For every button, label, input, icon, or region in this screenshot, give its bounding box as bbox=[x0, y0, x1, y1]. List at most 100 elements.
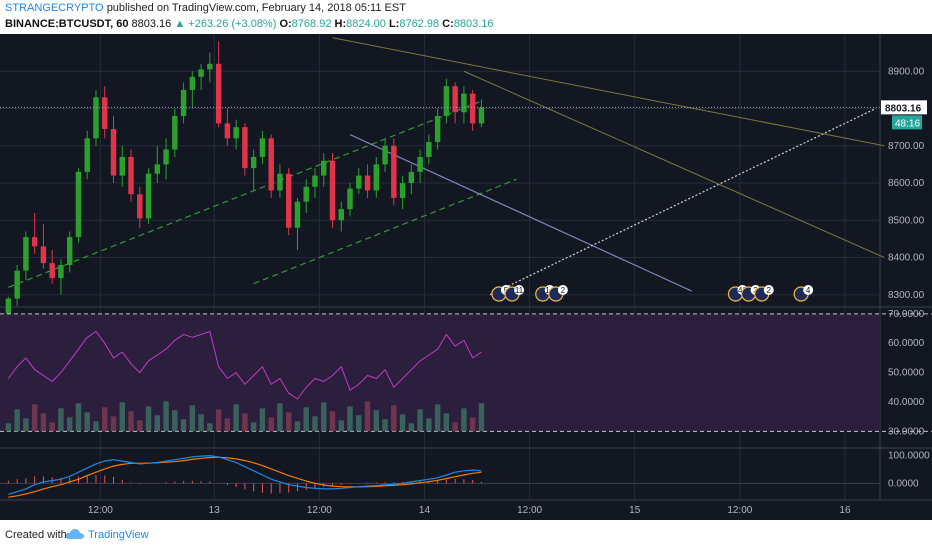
candle-body bbox=[207, 63, 213, 70]
time-tick-label: 12:00 bbox=[88, 505, 113, 516]
candle-body bbox=[338, 209, 344, 221]
symbol-label: BINANCE:BTCUSDT, 60 bbox=[5, 18, 129, 30]
candle-body bbox=[154, 164, 161, 174]
volume-bar bbox=[259, 408, 266, 432]
event-count-badge bbox=[557, 285, 568, 295]
last-price-label: 8803.16 bbox=[885, 103, 922, 114]
candle-body bbox=[391, 145, 397, 198]
volume-bar bbox=[250, 422, 257, 432]
event-count-label: 2 bbox=[561, 286, 566, 295]
rsi-tick-label: 50.0000 bbox=[888, 368, 925, 379]
volume-bar bbox=[294, 421, 301, 432]
time-tick-label: 15 bbox=[629, 505, 641, 516]
close-value: 8803.16 bbox=[453, 18, 494, 30]
volume-bar bbox=[268, 417, 274, 432]
tradingview-brand[interactable]: TradingView bbox=[88, 529, 149, 541]
candle-body bbox=[434, 115, 441, 143]
author-link[interactable]: STRANGECRYPTO bbox=[5, 2, 104, 14]
volume-bar bbox=[119, 402, 125, 432]
volume-bar bbox=[242, 413, 248, 432]
volume-bar bbox=[364, 401, 371, 432]
candle-body bbox=[303, 186, 309, 202]
volume-bar bbox=[426, 418, 432, 432]
volume-bar bbox=[31, 404, 38, 432]
volume-bar bbox=[233, 404, 239, 432]
high-label: H: bbox=[334, 18, 347, 30]
header: STRANGECRYPTO published on TradingView.c… bbox=[0, 0, 932, 34]
event-count-badge bbox=[763, 285, 774, 295]
volume-bar bbox=[329, 411, 336, 432]
candle-body bbox=[312, 175, 318, 187]
tradingview-cloud-icon bbox=[65, 529, 84, 539]
volume-bar bbox=[23, 418, 29, 432]
candle-body bbox=[399, 183, 406, 198]
candle-body bbox=[137, 194, 143, 219]
candle-body bbox=[259, 138, 266, 157]
volume-bar bbox=[163, 401, 169, 432]
volume-bar bbox=[469, 417, 476, 432]
candle-body bbox=[58, 265, 64, 279]
volume-bar bbox=[49, 422, 55, 432]
rsi-tick-label: 40.0000 bbox=[888, 397, 925, 408]
footer: Created with TradingView bbox=[0, 520, 932, 550]
candle-body bbox=[128, 156, 134, 195]
candle-body bbox=[66, 237, 73, 266]
open-label: O: bbox=[279, 18, 292, 30]
volume-bar bbox=[128, 411, 134, 432]
channel-line bbox=[463, 70, 885, 259]
high-value: 8824.00 bbox=[346, 18, 386, 30]
volume-bar bbox=[347, 406, 353, 432]
published-text: published on TradingView.com, February 1… bbox=[106, 2, 406, 14]
volume-bar bbox=[382, 419, 388, 432]
ohlc-line: BINANCE:BTCUSDT, 60 8803.16 ▲ +263.26 (+… bbox=[5, 18, 494, 30]
trendline bbox=[253, 178, 517, 285]
volume-bar bbox=[66, 417, 73, 432]
candle-body bbox=[443, 86, 450, 116]
candle-body bbox=[93, 97, 99, 139]
rsi-line bbox=[7, 330, 482, 400]
volume-bar bbox=[84, 412, 90, 432]
rsi-tick-label: 70.0000 bbox=[888, 309, 925, 320]
candle-body bbox=[31, 237, 38, 247]
volume-bar bbox=[303, 407, 309, 432]
volume-bar bbox=[461, 408, 467, 432]
volume-bar bbox=[137, 420, 143, 432]
volume-bar bbox=[399, 414, 406, 432]
price-tick-label: 8700.00 bbox=[888, 141, 925, 152]
volume-bar bbox=[198, 414, 204, 432]
candle-body bbox=[408, 171, 415, 184]
event-count-label: 4 bbox=[806, 286, 811, 295]
candle-body bbox=[321, 160, 327, 176]
low-label: L: bbox=[388, 18, 400, 30]
volume-bar bbox=[189, 405, 196, 432]
candle-body bbox=[189, 76, 196, 90]
volume-bar bbox=[93, 421, 99, 432]
candle-body bbox=[347, 188, 353, 210]
chart-canvas[interactable]: 12:001312:001412:001512:00168900.008800.… bbox=[0, 34, 932, 520]
price-tick-label: 8900.00 bbox=[888, 66, 925, 77]
price-tick-label: 8400.00 bbox=[888, 253, 925, 264]
volume-bar bbox=[434, 404, 441, 432]
candle-body bbox=[277, 173, 283, 191]
candle-body bbox=[40, 246, 47, 264]
candle-body bbox=[285, 173, 292, 228]
trendline bbox=[349, 134, 692, 292]
price-tick-label: 8300.00 bbox=[888, 290, 925, 301]
event-count-badge bbox=[803, 285, 814, 295]
trendline bbox=[489, 107, 876, 296]
candle-body bbox=[250, 156, 257, 169]
candle-body bbox=[49, 263, 55, 279]
volume-bar bbox=[110, 416, 117, 432]
candle-body bbox=[329, 160, 336, 221]
volume-bar bbox=[215, 409, 222, 432]
candle-body bbox=[102, 97, 108, 130]
volume-bar bbox=[172, 410, 178, 432]
volume-bar bbox=[356, 415, 362, 432]
candle-body bbox=[469, 93, 476, 124]
last-price-badge bbox=[881, 100, 927, 115]
candle-body bbox=[84, 138, 90, 172]
change-label: ▲ +263.26 (+3.08%) bbox=[174, 18, 277, 30]
candle-body bbox=[356, 175, 362, 189]
candle-body bbox=[382, 145, 388, 165]
time-tick-label: 12:00 bbox=[517, 505, 542, 516]
